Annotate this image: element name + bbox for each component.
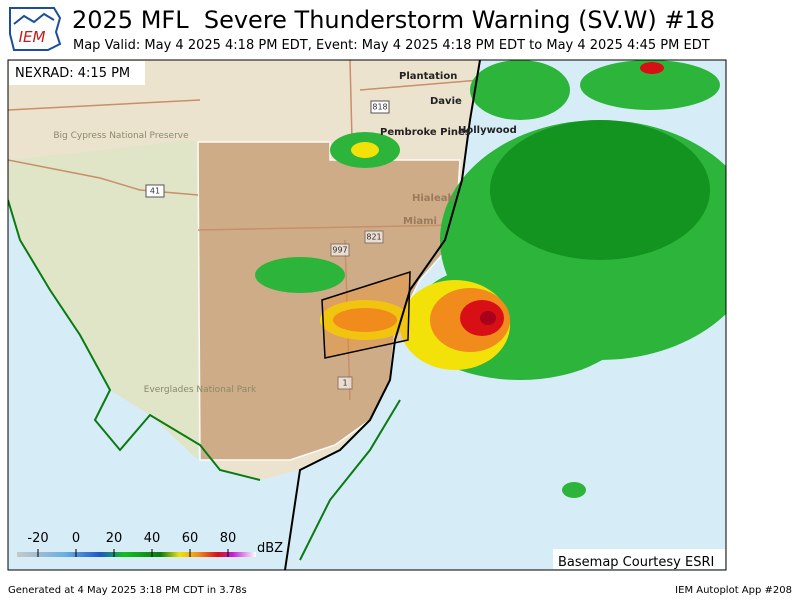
colorbar-ramp: [17, 552, 256, 557]
colorbar-unit: dBZ: [257, 541, 283, 556]
map-frame: [7, 59, 727, 571]
warning-polygon: [321, 270, 411, 359]
echo: [470, 60, 570, 120]
shield-label: 818: [372, 103, 387, 112]
colorbar-tick-label: 60: [182, 531, 199, 546]
colorbar-tick-label: -20: [27, 531, 48, 546]
echo: [255, 257, 345, 293]
roads: [8, 60, 481, 401]
credit-box: [553, 549, 725, 569]
colorbar-tick-label: 40: [144, 531, 161, 546]
keys: [299, 399, 401, 561]
shield-label: 997: [332, 246, 347, 255]
coastline: [284, 60, 481, 570]
subtitle: Map Valid: May 4 2025 4:18 PM EDT, Event…: [73, 38, 710, 53]
road-shields: 818 41 821 997 1: [145, 100, 390, 390]
colorbar-tick-label: 20: [106, 531, 123, 546]
coastline: [8, 199, 261, 481]
place-label: Hollywood: [458, 125, 517, 136]
echo: [580, 60, 720, 110]
radar-label: NEXRAD: 4:15 PM: [15, 66, 130, 81]
footer-left: Generated at 4 May 2025 3:18 PM CDT in 3…: [8, 585, 247, 596]
credit: Basemap Courtesy ESRI: [558, 555, 714, 570]
logo: IEM: [9, 7, 62, 51]
echo: [333, 308, 397, 332]
echo: [480, 311, 496, 325]
echo: [351, 142, 379, 158]
title: 2025 MFL Severe Thunderstorm Warning (SV…: [72, 6, 715, 34]
place-labels: Plantation Davie Pembroke Pines Hollywoo…: [53, 71, 516, 395]
place-label: Plantation: [399, 71, 457, 82]
map-body: Plantation Davie Pembroke Pines Hollywoo…: [8, 60, 726, 570]
shield: [145, 184, 165, 198]
shield: [364, 230, 384, 244]
place-label: Hialeah: [412, 193, 455, 204]
logo-outline: [9, 7, 62, 51]
map: Plantation Davie Pembroke Pines Hollywoo…: [7, 59, 727, 571]
colorbar: dBZ -20 0 20 40 60 80: [17, 531, 283, 557]
shield: [330, 243, 350, 257]
place-label: Miami: [403, 216, 437, 227]
radar-label-box: [9, 61, 145, 85]
logo-text: IEM: [19, 28, 46, 46]
footer-right: IEM Autoplot App #208: [675, 585, 792, 596]
shield-label: 1: [342, 379, 347, 388]
radar: [255, 60, 726, 498]
place-label: Davie: [430, 96, 462, 107]
shield-label: 41: [150, 187, 160, 196]
logo-mark: [13, 12, 55, 25]
colorbar-tick-label: 80: [220, 531, 237, 546]
colorbar-tick-label: 0: [72, 531, 80, 546]
shield: [370, 100, 390, 114]
shield: [337, 376, 353, 390]
park-label: Everglades National Park: [144, 385, 257, 395]
wetland: [8, 140, 198, 460]
place-label: Pembroke Pines: [380, 127, 471, 138]
park-label: Big Cypress National Preserve: [53, 131, 189, 141]
echo: [490, 120, 710, 260]
echo: [640, 62, 664, 74]
echo: [562, 482, 586, 498]
shield-label: 821: [366, 233, 381, 242]
